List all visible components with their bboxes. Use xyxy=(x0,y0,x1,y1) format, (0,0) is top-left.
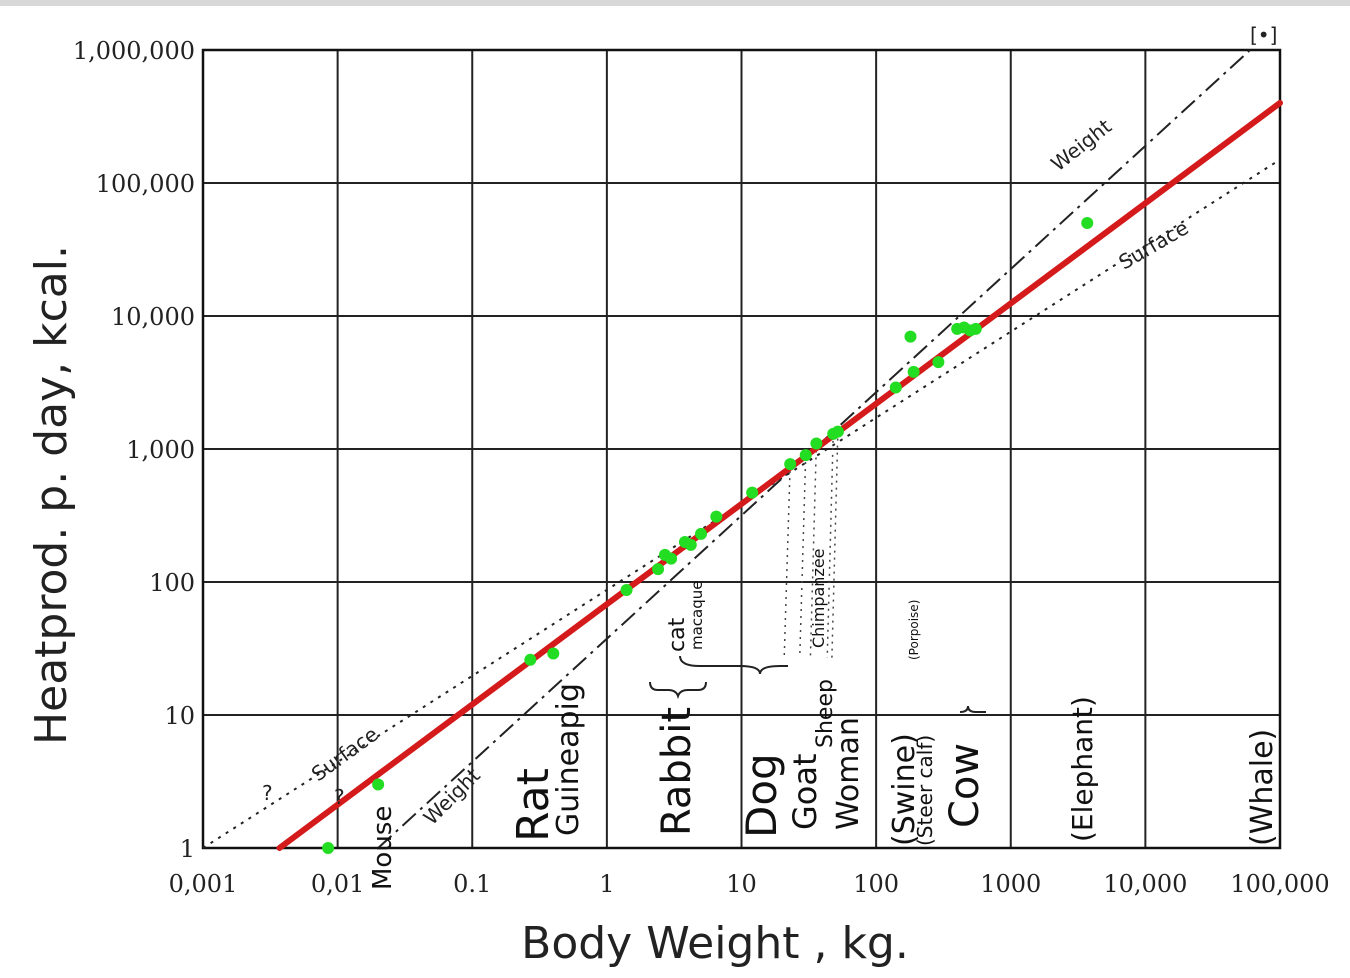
y-axis-title: Heatprod. p. day, kcal. xyxy=(26,245,77,745)
label-macaque: macaque xyxy=(688,581,706,651)
data-point xyxy=(694,527,707,540)
data-point xyxy=(831,425,844,438)
y-tick-label: 1 xyxy=(180,835,195,863)
label-weight-line-upper: Weight xyxy=(1046,114,1116,176)
x-tick-label: 10,000 xyxy=(1103,870,1187,898)
data-point xyxy=(524,653,537,666)
label-goat: Goat xyxy=(786,753,824,830)
regression-fit-line xyxy=(276,99,1283,851)
x-tick-label: 1 xyxy=(599,870,614,898)
label-leader-line xyxy=(809,443,818,659)
data-point xyxy=(904,330,917,343)
brace-cat-dog xyxy=(679,655,788,675)
data-point xyxy=(969,322,982,335)
label-mouse: Mouse xyxy=(368,806,398,890)
data-point xyxy=(547,647,560,660)
x-tick-label: 100 xyxy=(853,870,899,898)
label-sheep: Sheep xyxy=(813,679,838,748)
data-point xyxy=(684,538,697,551)
plot-frame xyxy=(201,48,1282,850)
data-point xyxy=(710,510,723,523)
label-leader-line xyxy=(798,455,807,659)
label-leader-line xyxy=(783,464,791,659)
label-dog: Dog xyxy=(737,753,786,838)
label-guineapig: Guineapig xyxy=(551,683,586,836)
label-porpoise: (Porpoise) xyxy=(907,600,921,660)
data-point xyxy=(784,458,797,471)
label-leader-line xyxy=(826,433,834,659)
label-rat: Rat xyxy=(508,768,559,842)
data-point xyxy=(620,584,633,597)
data-point xyxy=(1081,217,1094,230)
data-point xyxy=(799,449,812,462)
y-tick-label: 10 xyxy=(164,702,195,730)
data-point xyxy=(322,842,335,854)
y-tick-label: 10,000 xyxy=(111,303,195,331)
label-rabbit: Rabbit xyxy=(654,707,700,836)
guide-lines xyxy=(783,431,839,659)
x-tick-label: 0,001 xyxy=(169,870,238,898)
y-tick-label: 1,000,000 xyxy=(73,37,195,65)
data-point xyxy=(932,356,945,369)
x-tick-label: 0,01 xyxy=(311,870,364,898)
y-tick-label: 100,000 xyxy=(96,170,195,198)
y-tick-label: 100 xyxy=(149,569,195,597)
grid xyxy=(201,48,1282,850)
x-tick-label: 10 xyxy=(726,870,757,898)
top-strip xyxy=(0,0,1350,6)
label-whale: (Whale) xyxy=(1245,729,1280,846)
data-point xyxy=(665,552,678,565)
brace-cow xyxy=(959,705,986,713)
tick-labels: 0,001 0,01 0.1 1 10 100 1000 10,000 100,000 1 10 10… xyxy=(73,37,1330,898)
brace-cat-macaque xyxy=(649,681,707,700)
label-woman: Woman xyxy=(831,717,866,830)
data-point xyxy=(652,563,665,576)
x-axis-title: Body Weight , kg. xyxy=(521,918,909,969)
data-point xyxy=(746,486,759,499)
label-elephant: (Elephant) xyxy=(1066,696,1099,842)
label-leader-line xyxy=(831,431,839,659)
data-point xyxy=(810,437,823,450)
x-tick-label: 100,000 xyxy=(1230,870,1329,898)
corner-mark: [•] xyxy=(1250,23,1277,47)
data-point xyxy=(907,365,920,378)
label-chimpanzee: Chimpanzee xyxy=(809,548,828,648)
label-cow: Cow xyxy=(942,743,988,828)
x-tick-label: 0.1 xyxy=(453,870,491,898)
label-swine: (Swine) xyxy=(887,733,922,846)
label-weight-line-lower: Weight xyxy=(419,763,485,829)
question-mark-1: ? xyxy=(262,781,273,805)
data-point xyxy=(372,778,385,791)
label-surface-line-upper: Surface xyxy=(1115,215,1193,274)
question-mark-2: ? xyxy=(334,785,345,809)
fit-line-group xyxy=(276,99,1283,851)
y-tick-label: 1,000 xyxy=(126,436,195,464)
label-steer-calf: (Steer calf) xyxy=(913,735,937,846)
label-cat: cat xyxy=(665,617,690,652)
data-point xyxy=(889,381,902,394)
x-tick-label: 1000 xyxy=(980,870,1041,898)
data-points xyxy=(322,217,1094,854)
